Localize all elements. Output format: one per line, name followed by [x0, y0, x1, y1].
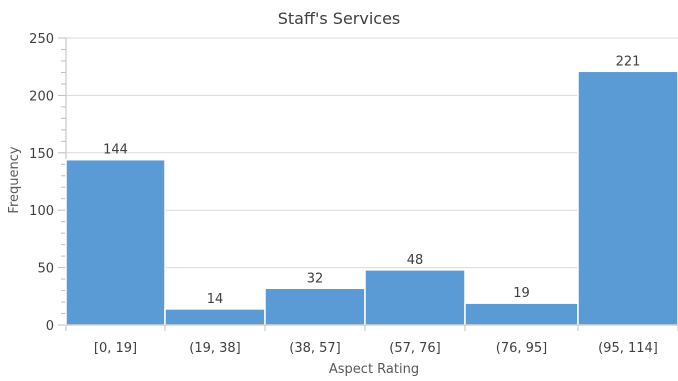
- x-tick-label: (76, 95]: [496, 341, 548, 356]
- x-axis: [0, 19] (19, 38] (38, 57] (57, 76] (76, 95] (…: [65, 324, 678, 356]
- y-tick-label: 200: [29, 89, 54, 104]
- data-label: 144: [103, 143, 128, 158]
- data-label: 221: [616, 54, 641, 69]
- y-axis-label: Frequency: [7, 146, 22, 213]
- data-label: 32: [307, 271, 324, 286]
- bars: 144 14 32 48 19 221: [65, 54, 678, 326]
- x-axis-label: Aspect Rating: [329, 362, 419, 377]
- x-tick-label: [0, 19]: [94, 341, 137, 356]
- data-label: 19: [513, 286, 530, 301]
- bar: [577, 70, 678, 326]
- x-tick-label: (57, 76]: [389, 341, 441, 356]
- y-axis: 0 50 100 150 200 250: [29, 32, 67, 334]
- y-tick-label: 150: [29, 147, 54, 162]
- bar: [164, 308, 266, 326]
- y-tick-label: 50: [37, 262, 54, 277]
- x-tick-label: (19, 38]: [189, 341, 241, 356]
- gridlines: [66, 37, 678, 269]
- x-tick-label: (38, 57]: [289, 341, 341, 356]
- bar: [464, 302, 579, 326]
- y-tick-label: 100: [29, 204, 54, 219]
- y-tick-label: 250: [29, 32, 54, 47]
- bar: [264, 287, 366, 326]
- y-tick-label: 0: [46, 319, 54, 334]
- chart-title: Staff's Services: [278, 9, 401, 28]
- data-label: 48: [407, 253, 424, 268]
- bar: [364, 269, 466, 326]
- data-label: 14: [207, 292, 224, 307]
- x-tick-label: (95, 114]: [598, 341, 658, 356]
- bar: [65, 158, 166, 326]
